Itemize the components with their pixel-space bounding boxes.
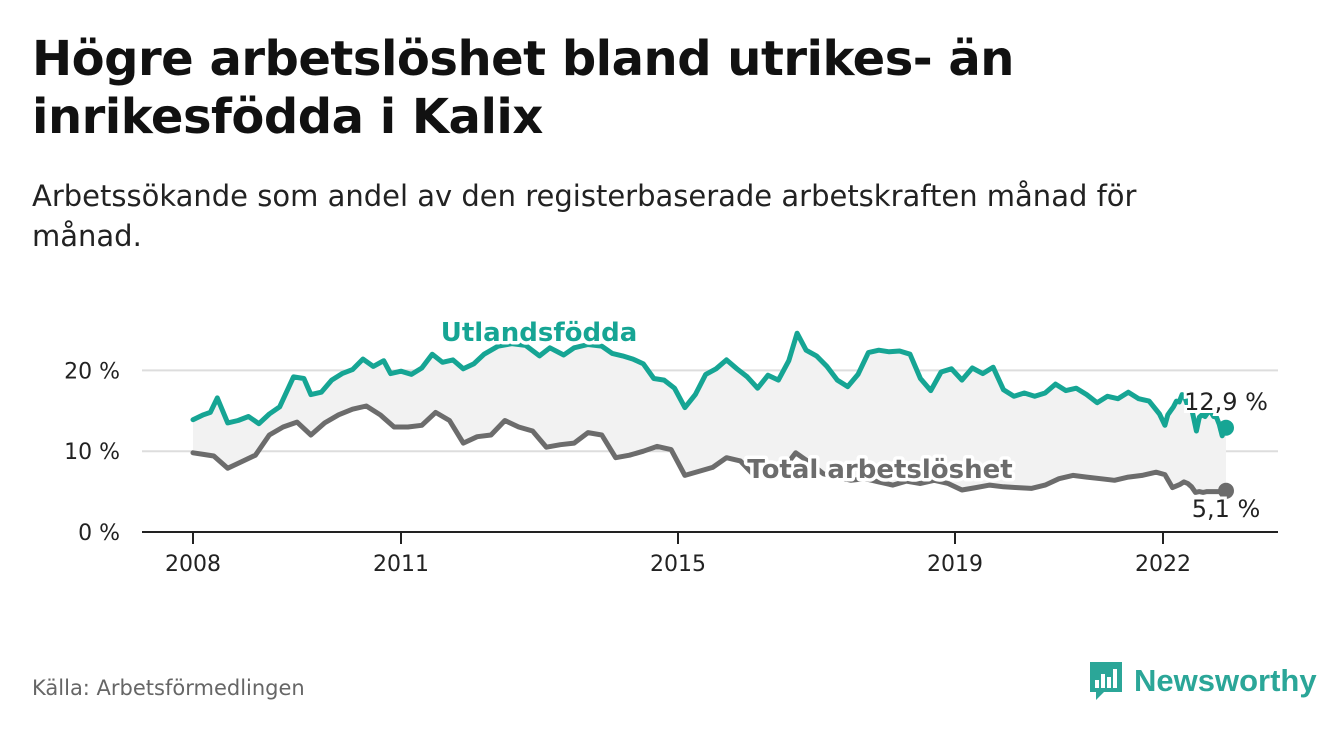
foreign-born-end-label: 12,9 % — [1184, 388, 1268, 416]
foreign-born-series-label: Utlandsfödda — [441, 318, 638, 348]
y-tick-label: 10 % — [64, 440, 120, 465]
x-tick-label: 2011 — [373, 552, 429, 577]
chart-title: Högre arbetslöshet bland utrikes- än inr… — [32, 31, 1014, 145]
total-end-marker — [1218, 482, 1234, 499]
total-series-label: Total arbetslöshet — [747, 455, 1012, 485]
brand-logo[interactable]: Newsworthy — [1088, 660, 1317, 702]
foreign-born-end-marker — [1218, 419, 1234, 436]
series-lines — [190, 330, 1234, 499]
series-labels: Utlandsfödda Total arbetslöshet 12,9 % 5,1 … — [437, 315, 1271, 527]
source-note: Källa: Arbetsförmedlingen — [32, 676, 305, 700]
chart-subtitle: Arbetssökande som andel av den registerb… — [32, 179, 1137, 253]
total-end-label: 5,1 % — [1192, 495, 1261, 523]
difference-band — [193, 333, 1226, 493]
x-tick-label: 2022 — [1135, 552, 1191, 577]
foreign-born-line — [190, 330, 1229, 439]
newsworthy-logo-icon — [1090, 662, 1122, 700]
y-axis-ticks: 0 % 10 % 20 % — [64, 359, 120, 546]
x-tick-label: 2015 — [650, 552, 706, 577]
brand-name: Newsworthy — [1134, 663, 1317, 698]
x-tick-label: 2008 — [165, 552, 221, 577]
y-tick-label: 20 % — [64, 359, 120, 384]
x-axis-ticks: 2008 2011 2015 2019 2022 — [165, 532, 1191, 577]
y-tick-label: 0 % — [78, 521, 120, 546]
x-tick-label: 2019 — [927, 552, 983, 577]
total-unemployment-line — [190, 403, 1229, 495]
